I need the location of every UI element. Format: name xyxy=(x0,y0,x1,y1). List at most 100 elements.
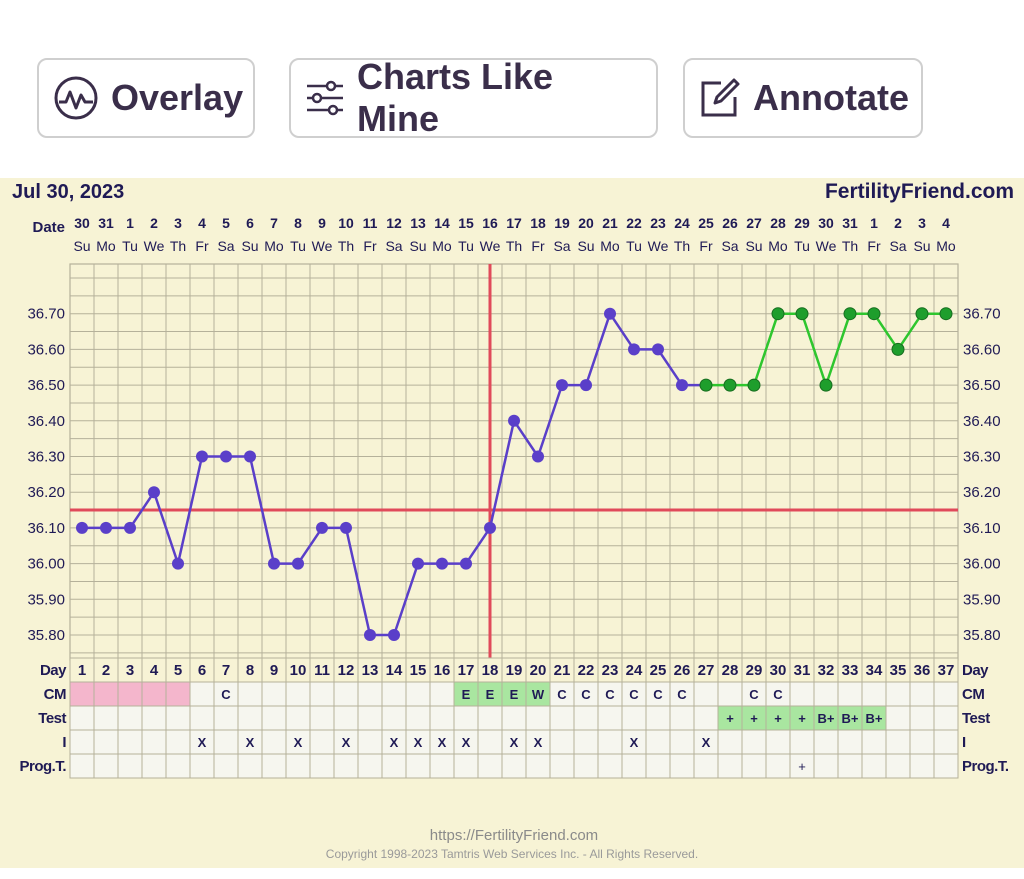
day-value: 10 xyxy=(290,662,307,679)
test-cell xyxy=(597,705,623,731)
weekday-label: Su xyxy=(745,238,762,254)
test-cell xyxy=(573,705,599,731)
cm-cell xyxy=(357,681,383,707)
temperature-point xyxy=(268,557,280,570)
footer-url[interactable]: https://FertilityFriend.com xyxy=(430,827,598,844)
weekday-label: We xyxy=(648,238,669,254)
temperature-point xyxy=(819,378,833,392)
day-value: 23 xyxy=(602,662,619,679)
test-cell xyxy=(93,705,119,731)
brand-label: FertilityFriend.com xyxy=(825,180,1014,203)
prog-cell xyxy=(285,753,311,779)
prog-cell xyxy=(213,753,239,779)
overlay-button[interactable]: Overlay xyxy=(37,58,255,138)
day-cell xyxy=(453,657,479,683)
i-value: X xyxy=(510,735,519,750)
prog-cell xyxy=(645,753,671,779)
annotate-button[interactable]: Annotate xyxy=(683,58,923,138)
prog-cell xyxy=(501,753,527,779)
cm-cell xyxy=(165,681,191,707)
day-value: 34 xyxy=(866,662,883,679)
date-label: 10 xyxy=(338,215,354,231)
prog-cell xyxy=(525,753,551,779)
i-cell xyxy=(525,729,551,755)
date-label: 12 xyxy=(386,215,402,231)
prog-cell xyxy=(237,753,263,779)
test-value: + xyxy=(774,711,782,726)
i-cell xyxy=(189,729,215,755)
day-value: 32 xyxy=(818,662,835,679)
weekday-label: Fr xyxy=(867,238,881,254)
day-value: 7 xyxy=(222,662,230,679)
day-value: 12 xyxy=(338,662,355,679)
weekday-label: Mo xyxy=(264,238,284,254)
test-cell xyxy=(453,705,479,731)
date-label: 5 xyxy=(222,215,230,231)
i-cell xyxy=(789,729,815,755)
date-label: 15 xyxy=(458,215,474,231)
prog-cell xyxy=(693,753,719,779)
i-cell xyxy=(381,729,407,755)
cm-value: C xyxy=(749,687,759,702)
y-tick-right: 36.10 xyxy=(963,520,1001,537)
y-tick-right: 35.90 xyxy=(963,591,1001,608)
cm-value: C xyxy=(653,687,663,702)
test-cell xyxy=(501,705,527,731)
day-value: 28 xyxy=(722,662,739,679)
temperature-point xyxy=(747,378,761,392)
i-value: X xyxy=(414,735,423,750)
date-label: 19 xyxy=(554,215,570,231)
cm-cell xyxy=(381,681,407,707)
day-value: 2 xyxy=(102,662,110,679)
cm-cell xyxy=(717,681,743,707)
charts-like-mine-button[interactable]: Charts Like Mine xyxy=(289,56,658,139)
test-cell xyxy=(549,705,575,731)
day-value: 25 xyxy=(650,662,667,679)
weekday-label: Su xyxy=(577,238,594,254)
weekday-label: Fr xyxy=(699,238,713,254)
day-value: 13 xyxy=(362,662,379,679)
day-cell xyxy=(429,657,455,683)
day-value: 27 xyxy=(698,662,715,679)
day-value: 35 xyxy=(890,662,907,679)
cm-cell xyxy=(189,681,215,707)
test-value: + xyxy=(798,711,806,726)
weekday-label: Sa xyxy=(721,238,738,254)
test-cell xyxy=(885,705,911,731)
cm-cell xyxy=(885,681,911,707)
temperature-point xyxy=(771,307,785,321)
cm-cell xyxy=(837,681,863,707)
prog-cell xyxy=(333,753,359,779)
i-value: X xyxy=(438,735,447,750)
weekday-label: Mo xyxy=(96,238,116,254)
day-row-label: Day xyxy=(40,662,67,679)
day-value: 33 xyxy=(842,662,859,679)
date-label: 20 xyxy=(578,215,594,231)
day-value: 3 xyxy=(126,662,134,679)
day-value: 11 xyxy=(314,662,330,679)
date-label: 1 xyxy=(126,215,134,231)
weekday-label: Sa xyxy=(889,238,906,254)
y-tick-left: 36.50 xyxy=(27,377,65,394)
temperature-point xyxy=(220,450,232,463)
cm-cell xyxy=(69,681,95,707)
test-value: B+ xyxy=(818,711,835,726)
cm-value: C xyxy=(773,687,783,702)
cm-cell xyxy=(861,681,887,707)
cm-cell xyxy=(741,681,767,707)
test-cell xyxy=(237,705,263,731)
cm-cell xyxy=(285,681,311,707)
temperature-point xyxy=(676,379,688,392)
prog-cell xyxy=(765,753,791,779)
edit-icon xyxy=(701,78,740,117)
day-cell xyxy=(333,657,359,683)
day-value: 30 xyxy=(770,662,787,679)
date-label: 31 xyxy=(842,215,858,231)
y-tick-left: 35.90 xyxy=(27,591,65,608)
prog-cell xyxy=(597,753,623,779)
weekday-label: Su xyxy=(409,238,426,254)
prog-row-label: Prog.T. xyxy=(19,758,66,775)
prog-value: + xyxy=(798,759,806,774)
prog-cell xyxy=(813,753,839,779)
temperature-point xyxy=(915,307,929,321)
